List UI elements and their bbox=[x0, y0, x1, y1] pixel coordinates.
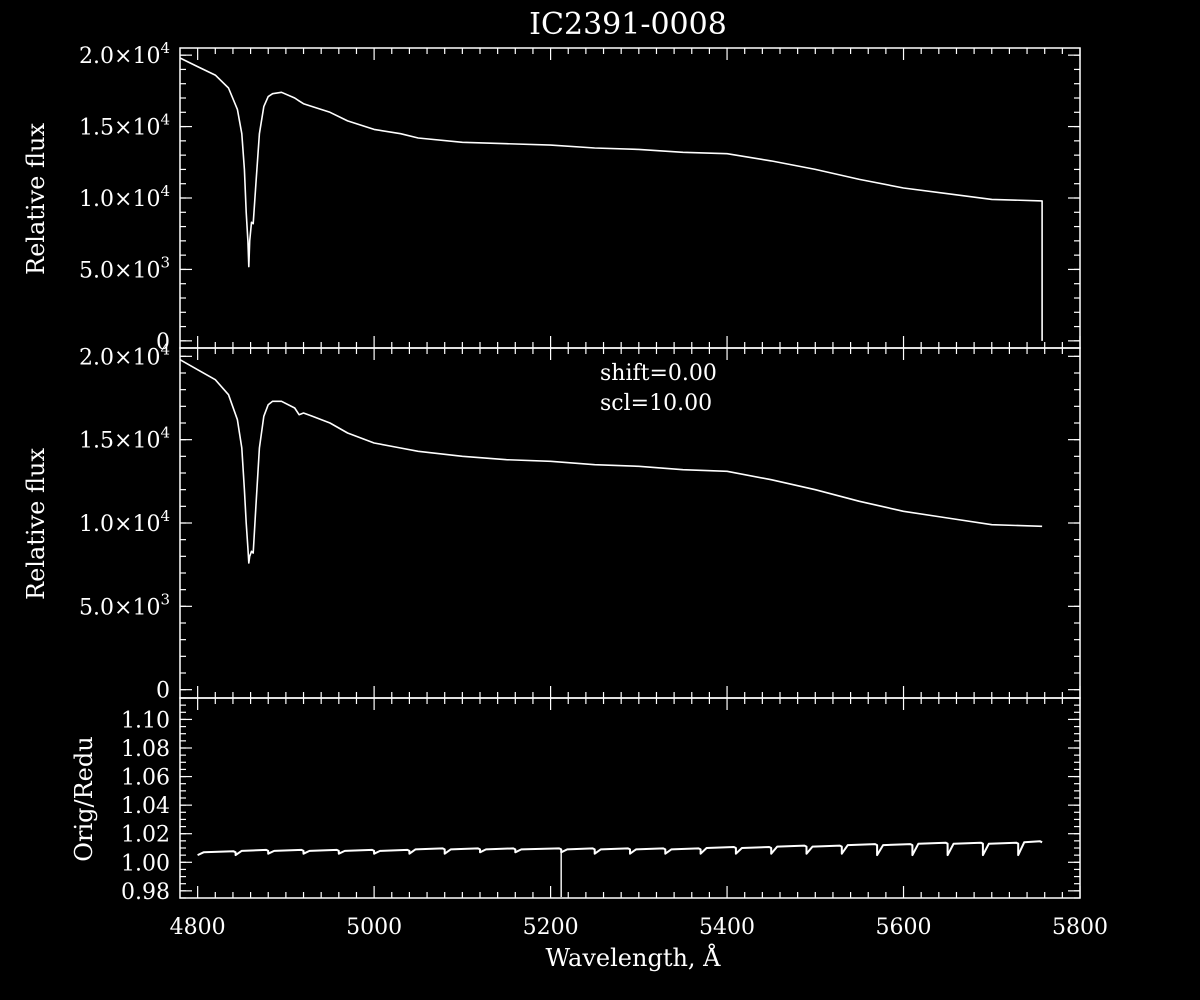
annotation-scl: scl=10.00 bbox=[600, 391, 712, 416]
top-panel-ylabel: Relative flux bbox=[22, 123, 50, 275]
spectrum-line-p1 bbox=[179, 359, 1043, 564]
panel-frame-0 bbox=[179, 47, 1081, 349]
y-tick-label-p2: 1.08 bbox=[121, 737, 170, 762]
y-tick-label-p1: 0 bbox=[156, 679, 170, 704]
y-tick-label-p1: 1.5×104 bbox=[79, 424, 170, 454]
annotation-shift: shift=0.00 bbox=[600, 361, 717, 386]
y-tick-label-p0: 0 bbox=[156, 330, 170, 355]
ratio-line bbox=[197, 840, 1043, 857]
y-tick-label-p0: 1.0×104 bbox=[79, 182, 170, 212]
y-tick-label-p0: 2.0×104 bbox=[79, 39, 170, 69]
y-tick-label-p2: 1.04 bbox=[121, 794, 170, 819]
x-tick-label: 5800 bbox=[1052, 915, 1108, 940]
y-tick-label-p1: 1.0×104 bbox=[79, 507, 170, 537]
y-tick-label-p0: 1.5×104 bbox=[79, 111, 170, 141]
panel-frame-2 bbox=[179, 697, 1081, 899]
x-tick-label: 5400 bbox=[699, 915, 755, 940]
bottom-panel-ylabel: Orig/Redu bbox=[70, 736, 98, 861]
spectrum-line-p0 bbox=[179, 57, 1043, 341]
y-tick-label-p1: 2.0×104 bbox=[79, 340, 170, 370]
middle-panel-ylabel: Relative flux bbox=[22, 448, 50, 600]
x-axis-label: Wavelength, Å bbox=[545, 943, 721, 972]
y-tick-label-p2: 1.00 bbox=[121, 851, 170, 876]
y-tick-label-p0: 5.0×103 bbox=[79, 253, 170, 283]
x-tick-label: 5000 bbox=[346, 915, 402, 940]
y-tick-label-p1: 5.0×103 bbox=[79, 590, 170, 620]
y-tick-label-p2: 1.06 bbox=[121, 766, 170, 791]
y-tick-label-p2: 0.98 bbox=[121, 880, 170, 905]
x-tick-label: 5200 bbox=[523, 915, 579, 940]
y-tick-label-p2: 1.10 bbox=[121, 708, 170, 733]
x-tick-label: 4800 bbox=[170, 915, 226, 940]
y-tick-label-p2: 1.02 bbox=[121, 823, 170, 848]
x-tick-label: 5600 bbox=[876, 915, 932, 940]
chart-title: IC2391-0008 bbox=[529, 7, 727, 42]
